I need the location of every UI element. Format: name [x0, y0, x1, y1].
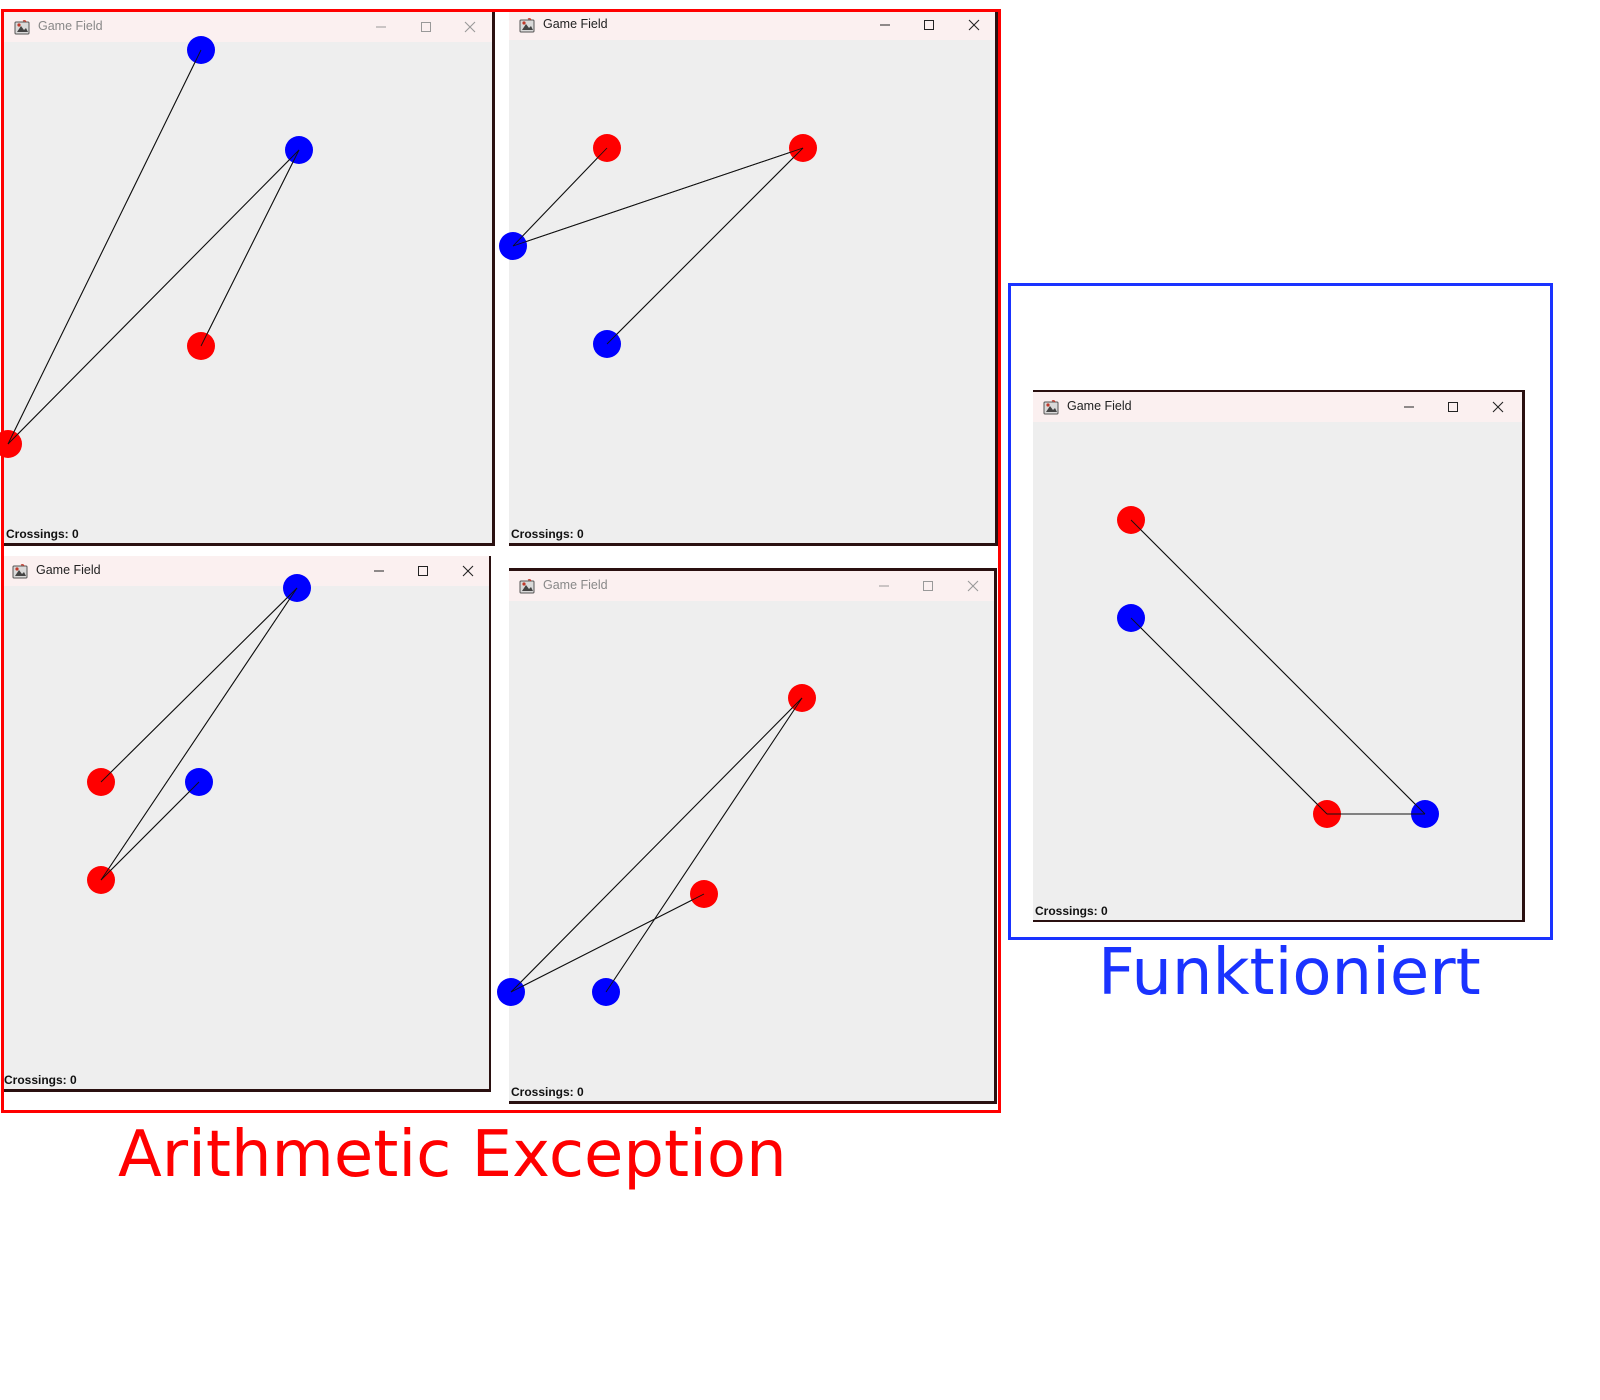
edge-overlay-b-d — [7, 149, 300, 445]
game-canvas[interactable] — [2, 574, 489, 1089]
game-canvas[interactable] — [497, 601, 994, 1101]
minimize-icon[interactable] — [870, 575, 898, 597]
close-icon[interactable] — [454, 560, 482, 582]
minimize-icon[interactable] — [871, 14, 899, 36]
game-field-window-1: Game Field Crossings: 0 — [0, 12, 495, 546]
edge-overlay-a-c — [512, 147, 608, 247]
edge-overlay-d-b — [510, 893, 705, 993]
crossings-status: Crossings: 0 — [511, 1085, 584, 1099]
title-bar[interactable]: Game Field — [4, 12, 492, 42]
maximize-icon[interactable] — [915, 14, 943, 36]
crossings-status: Crossings: 0 — [511, 527, 584, 541]
game-canvas[interactable] — [499, 40, 995, 543]
window-title: Game Field — [543, 17, 608, 31]
edge-overlay-a-b — [100, 587, 298, 783]
crossings-status: Crossings: 0 — [6, 527, 79, 541]
maximize-icon[interactable] — [1439, 396, 1467, 418]
minimize-icon[interactable] — [365, 560, 393, 582]
java-cup-icon — [519, 578, 535, 594]
red-node-d[interactable] — [0, 430, 22, 458]
game-canvas[interactable] — [1033, 422, 1522, 920]
title-bar[interactable]: Game Field — [2, 556, 489, 586]
failure-label: Arithmetic Exception — [118, 1118, 787, 1192]
edge-overlay-c-b — [512, 147, 804, 247]
game-canvas[interactable] — [0, 36, 492, 543]
close-icon[interactable] — [960, 14, 988, 36]
crossings-status: Crossings: 0 — [4, 1073, 77, 1087]
edge-overlay-b-c — [200, 149, 300, 347]
window-title: Game Field — [36, 563, 101, 577]
java-cup-icon — [519, 17, 535, 33]
window-title: Game Field — [38, 19, 103, 33]
title-bar[interactable]: Game Field — [1033, 392, 1522, 422]
edge-overlay-a-d — [510, 697, 803, 993]
close-icon[interactable] — [959, 575, 987, 597]
crossings-status: Crossings: 0 — [1035, 904, 1108, 918]
game-field-window-5: Game Field Crossings: 0 — [1033, 390, 1525, 922]
edge-overlay-b-c — [1130, 617, 1328, 815]
maximize-icon[interactable] — [914, 575, 942, 597]
close-icon[interactable] — [456, 16, 484, 38]
java-cup-icon — [14, 19, 30, 35]
window-title: Game Field — [1067, 399, 1132, 413]
title-bar[interactable]: Game Field — [509, 571, 994, 601]
edge-overlay-d-c — [100, 781, 200, 881]
edge-overlay-a-c — [605, 697, 803, 993]
maximize-icon[interactable] — [409, 560, 437, 582]
close-icon[interactable] — [1484, 396, 1512, 418]
minimize-icon[interactable] — [1395, 396, 1423, 418]
game-field-window-3: Game Field Crossings: 0 — [2, 556, 491, 1092]
edge-overlay-b-d — [606, 147, 804, 345]
game-field-window-2: Game Field Crossings: 0 — [499, 10, 998, 546]
edge-overlay-a-d — [1130, 519, 1426, 815]
maximize-icon[interactable] — [412, 16, 440, 38]
success-label: Funktioniert — [1098, 936, 1481, 1010]
edge-overlay-a-d — [7, 49, 202, 445]
title-bar[interactable]: Game Field — [509, 10, 995, 40]
game-field-window-4: Game Field Crossings: 0 — [497, 568, 997, 1104]
minimize-icon[interactable] — [367, 16, 395, 38]
java-cup-icon — [1043, 399, 1059, 415]
edge-overlay-a-d — [100, 587, 298, 881]
java-cup-icon — [12, 563, 28, 579]
window-title: Game Field — [543, 578, 608, 592]
